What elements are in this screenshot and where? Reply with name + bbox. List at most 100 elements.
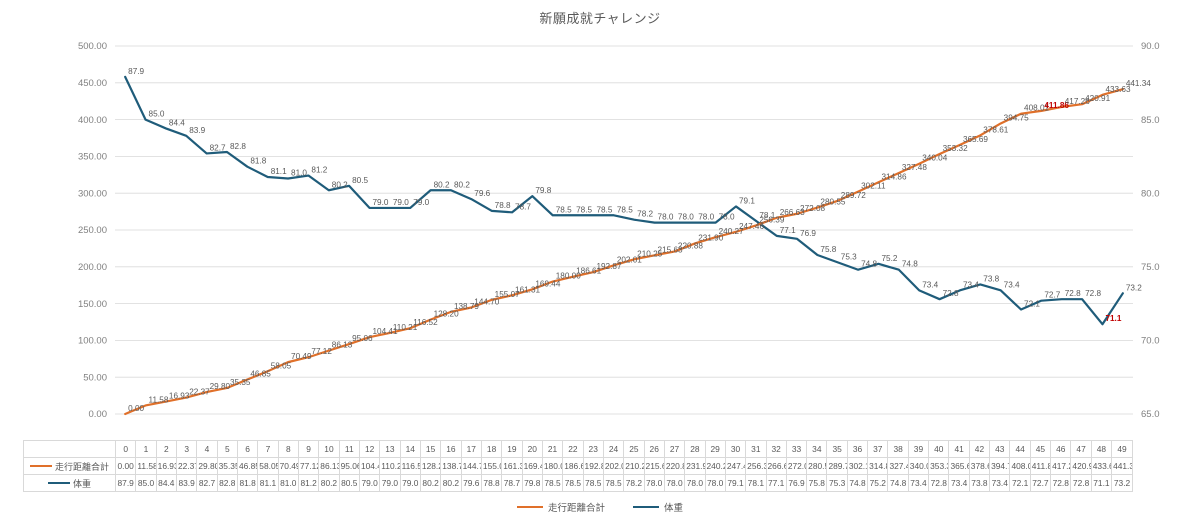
data-table-col-header: 38 [887, 440, 909, 458]
data-table-col-header: 9 [297, 440, 320, 458]
data-table-cell: 247.4 [724, 457, 747, 475]
data-label-weight-9: 81.2 [311, 166, 327, 175]
data-table-cell: 77.1 [765, 474, 787, 492]
data-table-cell: 192.8 [582, 457, 604, 475]
data-table-cell: 155.0 [480, 457, 503, 475]
data-table-cell: 78.0 [684, 474, 706, 492]
data-table-cell: 82.7 [196, 474, 218, 492]
data-table-row-header: 走行距離合計 [23, 457, 116, 475]
data-label-weight-32: 77.1 [780, 226, 796, 235]
data-table-col-header: 46 [1050, 440, 1072, 458]
data-table-col-header: 22 [562, 440, 584, 458]
chart-svg: 0.00 50.00 100.00 150.00 200.00 250.00 300.00 3… [78, 41, 1160, 420]
data-label-distance-39: 340.04 [922, 154, 947, 163]
data-table-head: 0 1 2 3 4 5 6 7 8 9 10 11 12 13 14 15 16 17 18 19 20 21 22 23 24… [23, 440, 1133, 458]
data-label-weight-16: 80.2 [454, 180, 470, 189]
data-label-distance-29: 240.27 [719, 227, 744, 236]
data-table-col-header: 12 [358, 440, 381, 458]
data-table-col-header: 21 [541, 440, 564, 458]
legend-swatch-icon [516, 505, 543, 509]
data-table-cell: 340.0 [907, 457, 930, 475]
data-table-cell: 314.8 [867, 457, 889, 475]
y-axis-left-tick: 200.00 [78, 262, 107, 273]
series-line-weight [124, 75, 1124, 326]
data-table-col-header: 45 [1029, 440, 1052, 458]
data-label-weight-19: 78.7 [515, 202, 531, 211]
data-table-cell: 75.8 [806, 474, 828, 492]
data-table-cell: 81.2 [297, 474, 320, 492]
data-table-cell: 87.9 [114, 474, 137, 492]
data-table-cell: 256.3 [745, 457, 767, 475]
data-table-cell: 58.05 [257, 457, 279, 475]
data-label-distance-36: 302.11 [861, 182, 886, 191]
legend-item-0[interactable]: 走行距離合計 [516, 500, 605, 514]
data-table-cell: 289.7 [826, 457, 848, 475]
data-table-cell: 11.58 [135, 457, 157, 475]
data-label-distance-0: 0.00 [128, 404, 144, 413]
y-axis-right-tick: 75.0 [1141, 262, 1160, 273]
legend-item-1[interactable]: 体重 [633, 500, 683, 514]
data-table-col-header: 33 [785, 440, 808, 458]
y-axis-left-tick: 0.00 [89, 409, 108, 420]
data-label-distance-2: 16.93 [169, 392, 190, 401]
data-label-weight-45: 72.7 [1044, 291, 1060, 300]
data-label-distance-21: 180.00 [556, 272, 581, 281]
data-table-col-header: 25 [623, 440, 645, 458]
data-table-col-header: 8 [277, 440, 299, 458]
data-table-col-header: 44 [1009, 440, 1031, 458]
data-label-weight-3: 83.9 [189, 126, 205, 135]
data-table-col-header: 27 [663, 440, 686, 458]
data-table-cell: 95.06 [338, 457, 360, 475]
data-label-distance-27: 220.88 [678, 241, 703, 250]
data-label-weight-21: 78.5 [556, 205, 572, 214]
data-table-cell: 78.7 [501, 474, 523, 492]
data-table-cell: 210.2 [623, 457, 645, 475]
data-label-distance-38: 327.48 [902, 163, 927, 172]
data-table-col-header: 16 [440, 440, 462, 458]
y-axis-left-tick: 250.00 [78, 225, 107, 236]
data-label-weight-6: 81.8 [250, 157, 266, 166]
data-table-cell: 72.8 [1050, 474, 1072, 492]
data-table-cell: 82.8 [216, 474, 238, 492]
data-label-weight-23: 78.5 [596, 205, 612, 214]
page-title: 新願成就チャレンジ [539, 11, 661, 26]
data-label-distance-9: 77.12 [311, 347, 332, 356]
data-label-weight-41: 73.4 [963, 280, 979, 289]
data-label-distance-31: 256.39 [759, 215, 784, 224]
data-table-col-header: 3 [175, 440, 198, 458]
data-label-weight-18: 78.8 [495, 201, 511, 210]
data-table-col-header: 40 [928, 440, 950, 458]
data-label-weight-29: 78.0 [719, 213, 735, 222]
data-label-distance-42: 378.61 [983, 125, 1008, 134]
data-table-cell: 215.6 [643, 457, 665, 475]
data-label-weight-17: 79.6 [474, 189, 490, 198]
data-table-col-header: 17 [460, 440, 482, 458]
data-table-cell: 378.6 [968, 457, 991, 475]
data-label-weight-22: 78.5 [576, 205, 592, 214]
data-table-cell: 73.2 [1111, 474, 1133, 492]
data-table-cell: 220.8 [663, 457, 686, 475]
data-label-distance-47: 420.91 [1085, 94, 1110, 103]
data-table-cell: 161.3 [501, 457, 523, 475]
data-label-weight-1: 85.0 [149, 110, 165, 119]
y-axis-left-tick: 450.00 [78, 78, 107, 89]
data-label-weight-40: 72.8 [943, 289, 959, 298]
data-table-body: 走行距離合計 0.0011.5816.9322.3729.8035.3546.85… [23, 457, 1133, 492]
data-table-col-header: 37 [867, 440, 889, 458]
data-table-cell: 420.9 [1070, 457, 1092, 475]
data-label-weight-35: 75.3 [841, 252, 857, 261]
data-label-distance-35: 289.72 [841, 191, 866, 200]
data-label-weight-28: 78.0 [698, 213, 714, 222]
data-label-weight-46: 72.8 [1065, 289, 1081, 298]
data-table-cell: 80.2 [419, 474, 442, 492]
data-label-distance-34: 280.55 [820, 198, 845, 207]
data-table-col-header: 18 [480, 440, 503, 458]
data-table-col-header: 5 [216, 440, 238, 458]
data-label-distance-18: 155.07 [495, 290, 520, 299]
data-label-distance-11: 95.06 [352, 334, 373, 343]
data-label-weight-31: 78.1 [759, 211, 775, 220]
data-table-cell: 79.0 [399, 474, 421, 492]
data-table-cell: 116.5 [399, 457, 421, 475]
legend-swatch-icon [633, 505, 659, 509]
data-label-distance-8: 70.49 [291, 352, 312, 361]
